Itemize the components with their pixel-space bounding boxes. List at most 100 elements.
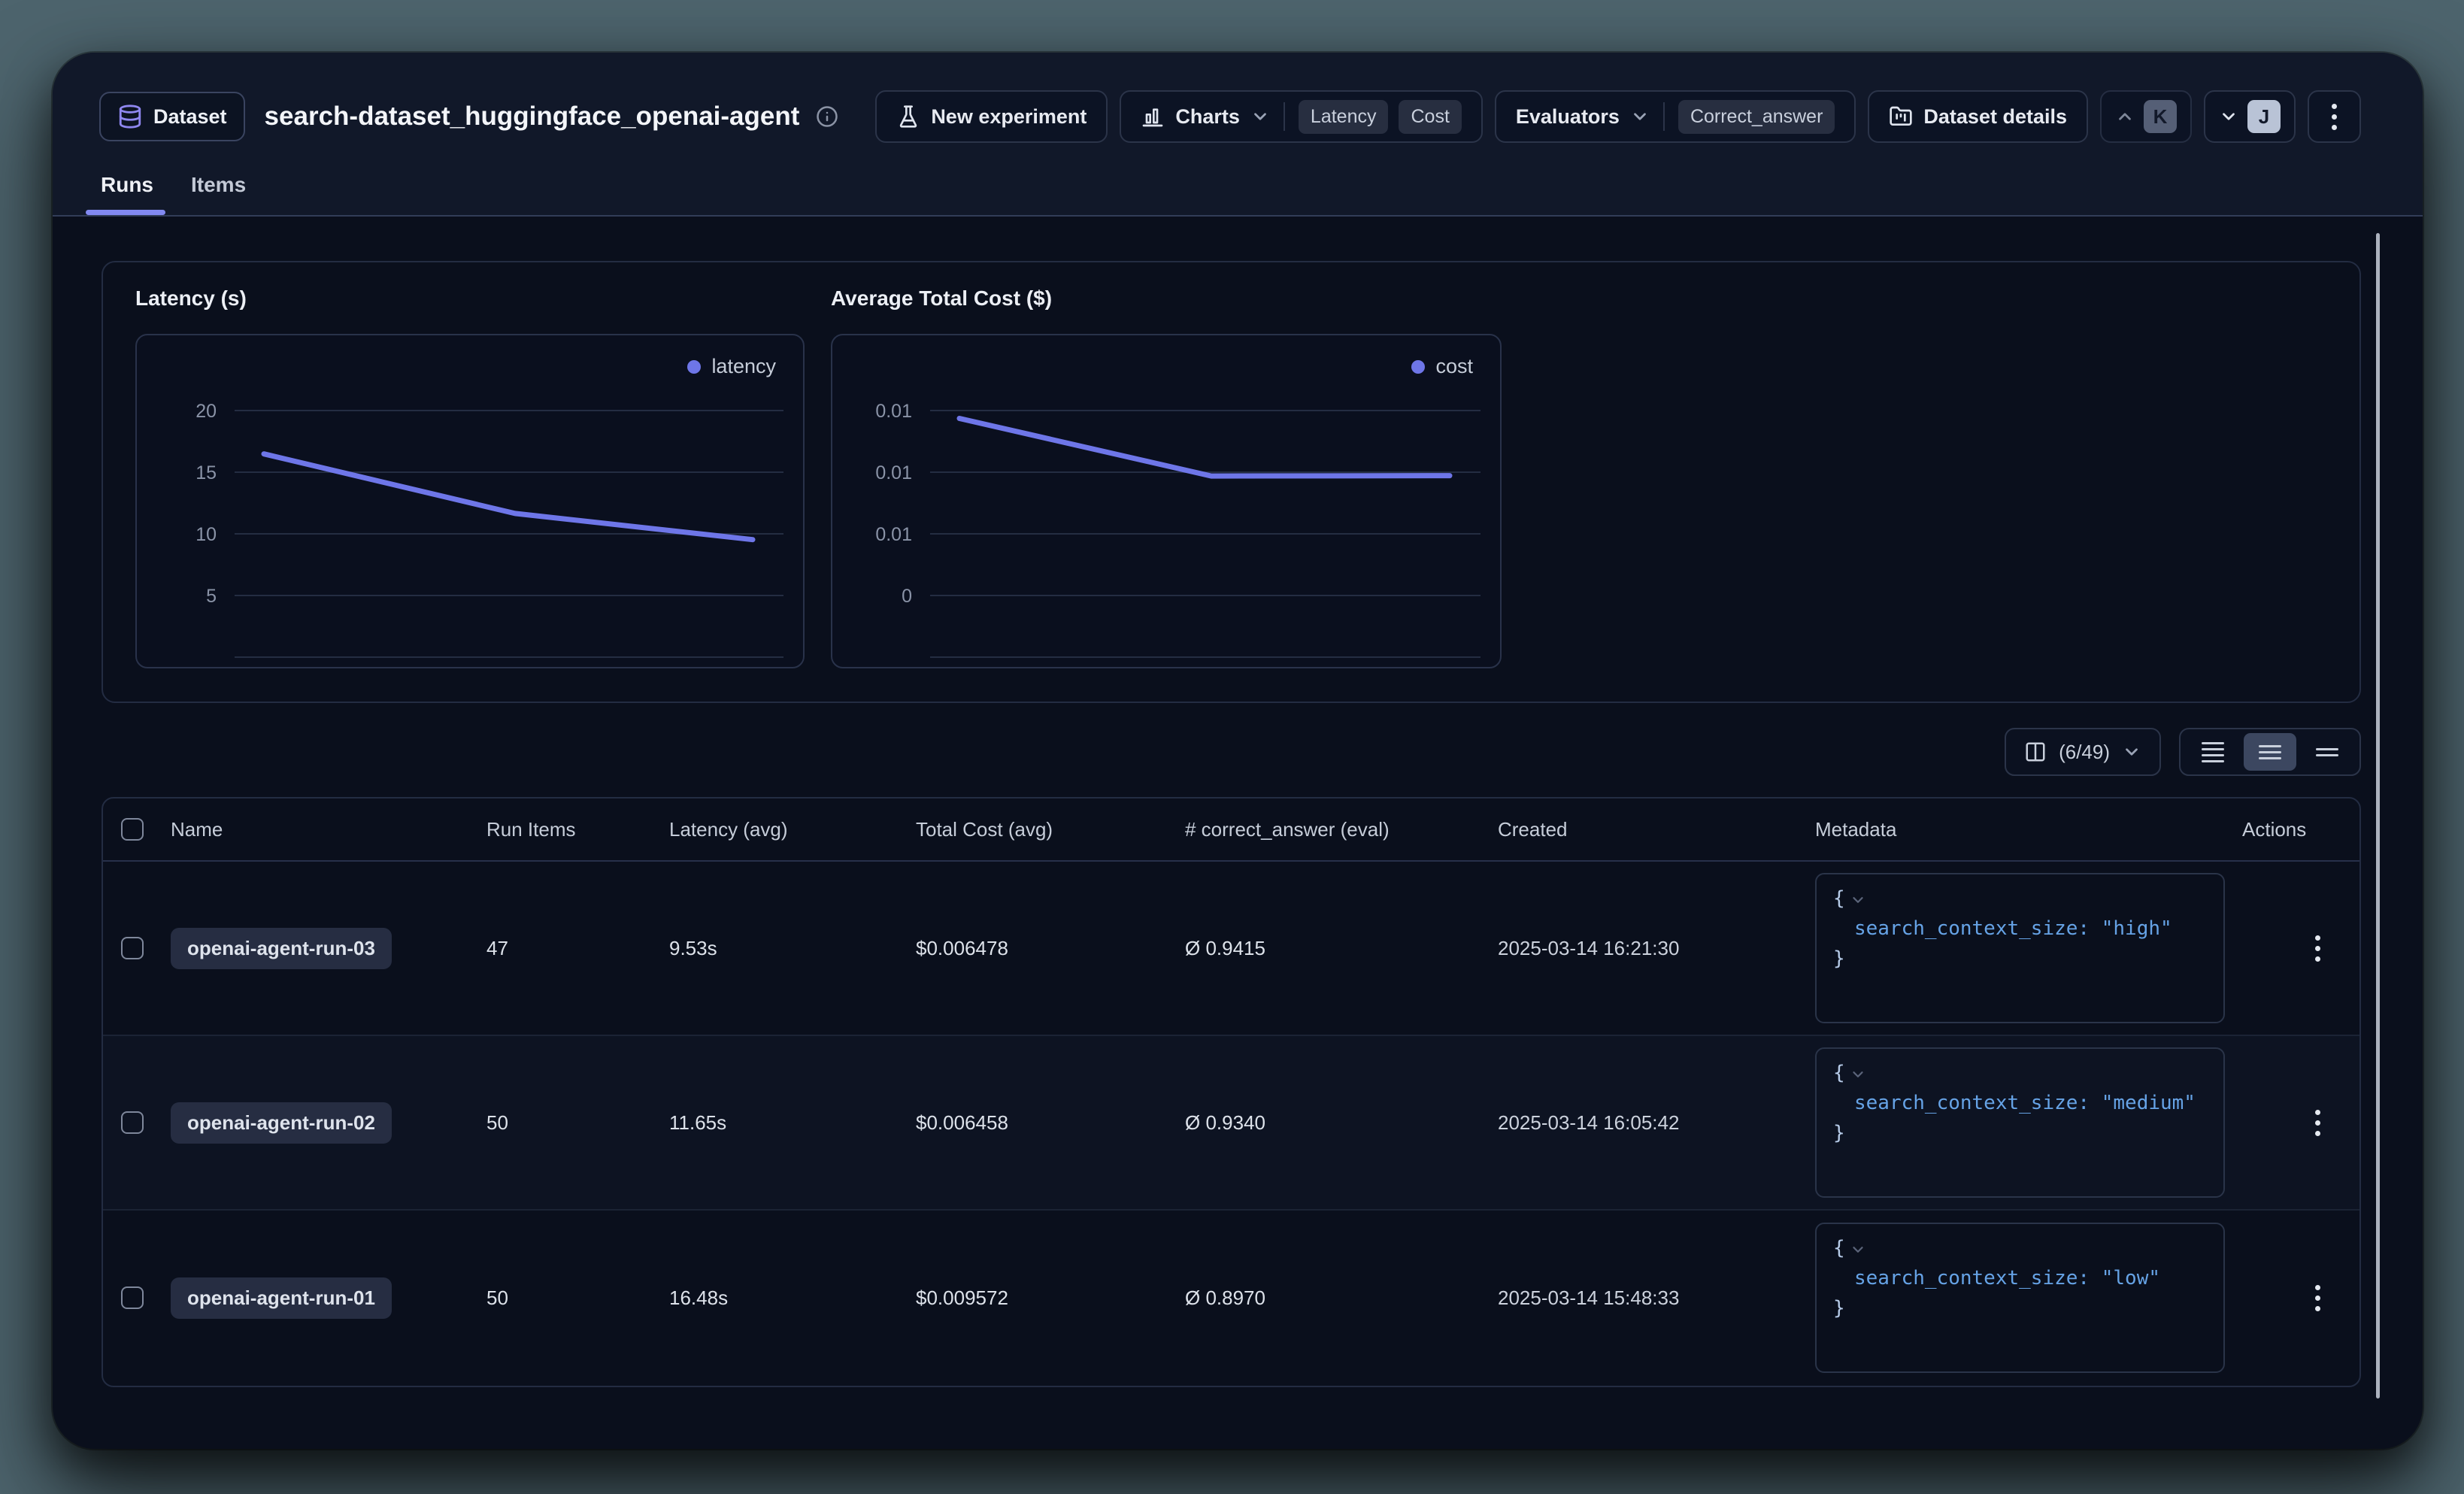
total-cost-avg-cell: $0.009572 (916, 1286, 1185, 1310)
collapse-chevron-icon[interactable] (1850, 892, 1866, 908)
svg-text:0.01: 0.01 (875, 462, 912, 483)
header: Dataset search-dataset_huggingface_opena… (53, 53, 2423, 217)
rows-dense-icon (2202, 742, 2224, 762)
charts-menu-label: Charts (1175, 105, 1240, 129)
column-header-run-items[interactable]: Run Items (486, 818, 669, 841)
run-name-badge[interactable]: openai-agent-run-01 (171, 1277, 392, 1319)
charts-badge-cost[interactable]: Cost (1399, 100, 1461, 134)
column-header-metadata[interactable]: Metadata (1815, 818, 2242, 841)
json-close-brace: } (1833, 944, 2207, 974)
metadata-json-box[interactable]: { search_context_size: "low" } (1815, 1223, 2225, 1373)
divider (1284, 102, 1285, 131)
dataset-details-button[interactable]: Dataset details (1868, 90, 2088, 143)
cost-chart-legend: cost (1411, 355, 1473, 378)
row-height-small-option[interactable] (2187, 733, 2239, 771)
chevron-down-icon (2219, 107, 2238, 126)
select-all-checkbox[interactable] (121, 818, 144, 841)
run-name-badge[interactable]: openai-agent-run-03 (171, 928, 392, 969)
new-experiment-label: New experiment (931, 105, 1087, 129)
chevron-down-icon (2122, 742, 2141, 762)
table-controls: (6/49) (2005, 728, 2361, 776)
column-header-name[interactable]: Name (171, 818, 486, 841)
metadata-json-box[interactable]: { search_context_size: "medium" } (1815, 1047, 2225, 1198)
page-title: search-dataset_huggingface_openai-agent (265, 102, 800, 132)
cost-chart-title: Average Total Cost ($) (831, 286, 1052, 311)
run-items-cell: 47 (486, 937, 669, 960)
table-header-row: Name Run Items Latency (avg) Total Cost … (103, 799, 2359, 862)
new-experiment-button[interactable]: New experiment (875, 90, 1108, 143)
keycap-k: K (2144, 100, 2177, 133)
svg-text:10: 10 (195, 524, 217, 545)
row-height-medium-option[interactable] (2244, 733, 2296, 771)
column-header-latency[interactable]: Latency (avg) (669, 818, 916, 841)
more-options-button[interactable] (2308, 90, 2361, 143)
evaluators-menu-button[interactable]: Evaluators Correct_answer (1495, 90, 1856, 143)
next-run-button[interactable]: J (2204, 90, 2296, 143)
row-actions-kebab[interactable] (2272, 1285, 2361, 1311)
info-icon[interactable] (816, 105, 838, 128)
row-checkbox[interactable] (121, 1111, 144, 1134)
collapse-chevron-icon[interactable] (1850, 1066, 1866, 1083)
column-header-created[interactable]: Created (1498, 818, 1815, 841)
total-cost-avg-cell: $0.006458 (916, 1111, 1185, 1135)
run-name-badge[interactable]: openai-agent-run-02 (171, 1102, 392, 1144)
evaluators-badge-correct-answer[interactable]: Correct_answer (1678, 100, 1835, 134)
table-row[interactable]: openai-agent-run-03 47 9.53s $0.006478 Ø… (103, 862, 2359, 1036)
latency-avg-cell: 11.65s (669, 1111, 916, 1135)
svg-text:0.01: 0.01 (875, 524, 912, 545)
json-close-brace: } (1833, 1293, 2207, 1323)
chevron-down-icon (1250, 107, 1270, 126)
json-close-brace: } (1833, 1118, 2207, 1148)
cost-chart: cost 0.01 0.01 0.01 0 (831, 334, 1502, 668)
previous-run-button[interactable]: K (2100, 90, 2192, 143)
created-cell: 2025-03-14 16:05:42 (1498, 1111, 1815, 1135)
json-open-brace: { (1833, 1058, 1845, 1088)
row-checkbox[interactable] (121, 937, 144, 959)
flask-icon (896, 105, 920, 129)
svg-text:0: 0 (902, 586, 912, 607)
svg-text:5: 5 (206, 586, 217, 607)
metadata-key: search_context_size (1854, 917, 2078, 940)
metadata-value: "medium" (2102, 1092, 2196, 1114)
svg-text:20: 20 (195, 401, 217, 422)
column-visibility-button[interactable]: (6/49) (2005, 728, 2161, 776)
collapse-chevron-icon[interactable] (1850, 1241, 1866, 1258)
table-row[interactable]: openai-agent-run-01 50 16.48s $0.009572 … (103, 1211, 2359, 1385)
latency-chart: latency 2015105 (135, 334, 805, 668)
correct-answer-cell: Ø 0.9340 (1185, 1111, 1498, 1135)
column-count-label: (6/49) (2059, 741, 2110, 764)
created-cell: 2025-03-14 15:48:33 (1498, 1286, 1815, 1310)
latency-chart-title: Latency (s) (135, 286, 247, 311)
row-actions-kebab[interactable] (2272, 1110, 2361, 1136)
chevron-down-icon (1630, 107, 1650, 126)
latency-chart-legend: latency (687, 355, 776, 378)
charts-badge-latency[interactable]: Latency (1299, 100, 1389, 134)
column-header-correct-answer[interactable]: # correct_answer (eval) (1185, 818, 1498, 841)
row-checkbox[interactable] (121, 1286, 144, 1309)
tab-items[interactable]: Items (189, 173, 247, 215)
latency-avg-cell: 9.53s (669, 937, 916, 960)
correct-answer-cell: Ø 0.9415 (1185, 937, 1498, 960)
charts-panel: Latency (s) Average Total Cost ($) laten… (102, 261, 2361, 703)
metadata-value: "high" (2102, 917, 2172, 940)
tab-bar: Runs Items (99, 173, 247, 215)
column-header-total-cost[interactable]: Total Cost (avg) (916, 818, 1185, 841)
metadata-key: search_context_size (1854, 1092, 2078, 1114)
tab-runs[interactable]: Runs (99, 173, 155, 215)
vertical-scrollbar[interactable] (2376, 233, 2380, 1399)
folder-kanban-icon (1889, 105, 1913, 129)
kebab-icon (2324, 104, 2344, 130)
bar-chart-icon (1141, 105, 1165, 129)
row-actions-kebab[interactable] (2272, 935, 2361, 962)
charts-menu-button[interactable]: Charts Latency Cost (1120, 90, 1483, 143)
table-row[interactable]: openai-agent-run-02 50 11.65s $0.006458 … (103, 1036, 2359, 1211)
svg-text:0.01: 0.01 (875, 401, 912, 422)
row-height-large-option[interactable] (2301, 733, 2353, 771)
rows-tall-icon (2316, 748, 2338, 756)
json-open-brace: { (1833, 1233, 1845, 1263)
latency-line-chart: 2015105 (137, 335, 806, 670)
rows-medium-icon (2259, 745, 2281, 759)
json-open-brace: { (1833, 883, 1845, 914)
dataset-badge-label: Dataset (153, 105, 227, 129)
metadata-json-box[interactable]: { search_context_size: "high" } (1815, 873, 2225, 1023)
